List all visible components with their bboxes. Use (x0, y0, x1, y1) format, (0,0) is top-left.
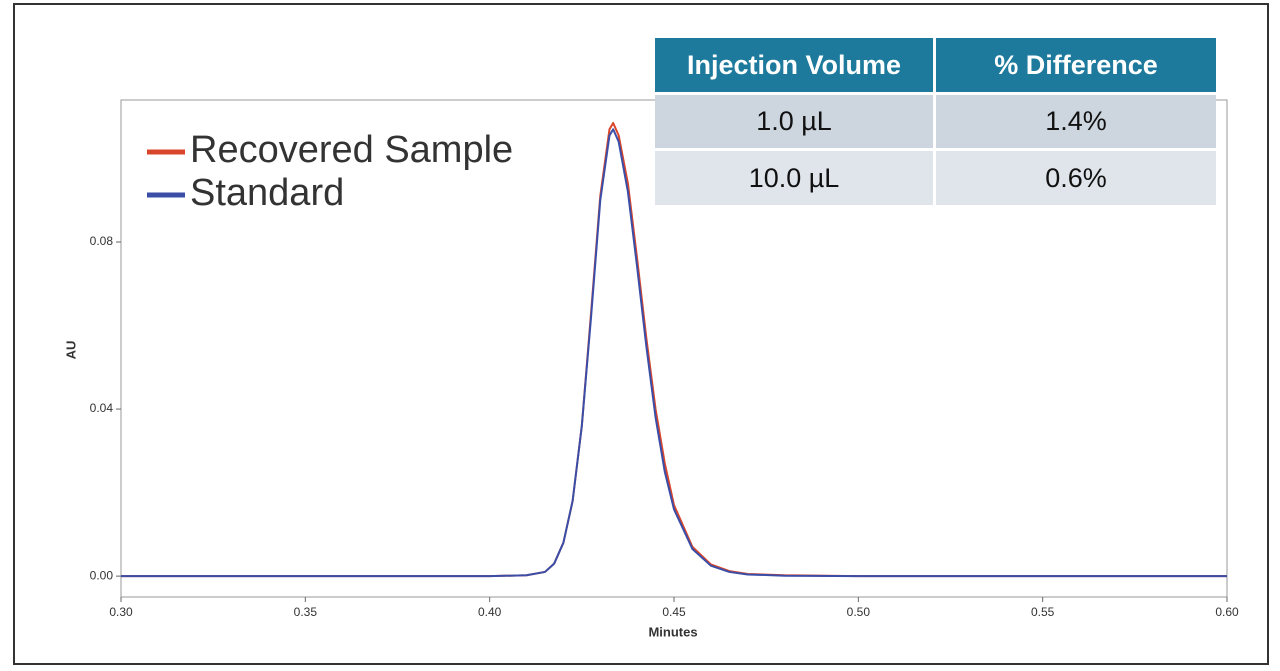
x-tick-label: 0.45 (662, 605, 686, 619)
y-tick-label: 0.00 (90, 568, 114, 582)
x-tick-label: 0.55 (1031, 605, 1055, 619)
x-tick-label: 0.50 (847, 605, 871, 619)
header-cell: % Difference (936, 38, 1216, 95)
table-cell: 1.4% (936, 95, 1216, 151)
legend-entry: Recovered Sample (190, 129, 513, 171)
y-tick-label: 0.08 (90, 234, 114, 248)
y-axis-label: AU (63, 341, 78, 360)
x-axis-label: Minutes (648, 624, 697, 639)
x-tick-label: 0.35 (294, 605, 318, 619)
legend-entry: Standard (190, 172, 344, 214)
x-tick-label: 0.30 (109, 605, 133, 619)
table-cell: 0.6% (936, 151, 1216, 208)
y-tick-label: 0.04 (90, 401, 114, 415)
table-row: 10.0 µL 0.6% (655, 151, 1216, 208)
x-tick-label: 0.40 (478, 605, 502, 619)
table-cell: 1.0 µL (655, 95, 936, 151)
series-line (121, 128, 1227, 578)
table-header: Injection Volume % Difference (655, 38, 1216, 95)
table-row: 1.0 µL 1.4% (655, 95, 1216, 151)
x-tick-label: 0.60 (1215, 605, 1239, 619)
frame (13, 3, 1269, 665)
results-table: Injection Volume % Difference 1.0 µL 1.4… (655, 38, 1216, 208)
table-cell: 10.0 µL (655, 151, 936, 208)
header-cell: Injection Volume (655, 38, 936, 95)
